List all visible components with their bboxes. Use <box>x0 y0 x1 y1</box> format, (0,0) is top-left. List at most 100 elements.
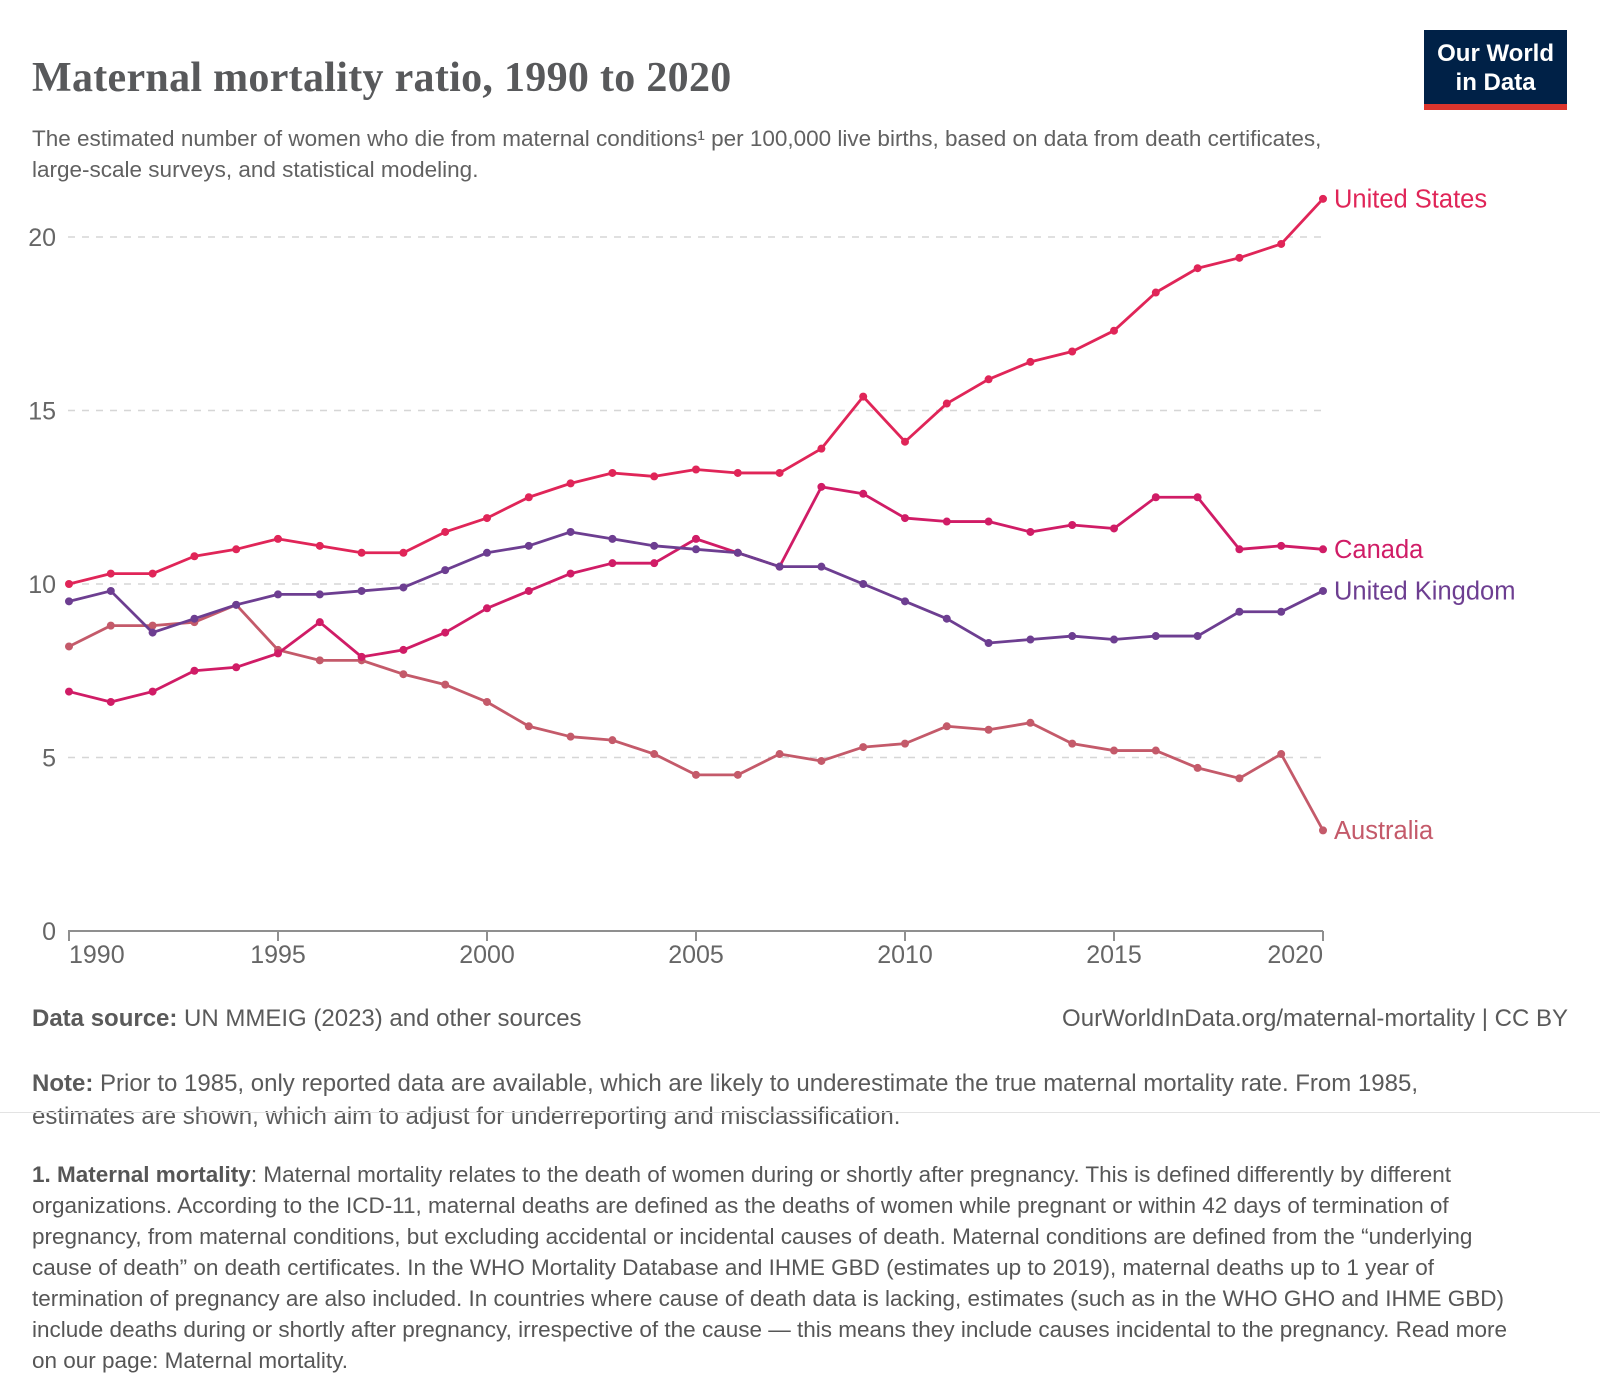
line-united-states[interactable] <box>68 197 1325 586</box>
attribution-link[interactable]: OurWorldInData.org/maternal-mortality | … <box>1062 1005 1568 1032</box>
point-canada-2013 <box>1026 527 1035 536</box>
point-united-states-2000 <box>483 514 491 523</box>
point-united-states-1995 <box>274 534 282 543</box>
line-canada[interactable] <box>68 485 1324 704</box>
point-united-kingdom-1991 <box>106 586 115 595</box>
point-canada-1994 <box>232 663 241 672</box>
point-australia-2008 <box>817 756 826 765</box>
point-australia-2014 <box>1068 739 1077 748</box>
series-label-united-states[interactable]: United States <box>1334 185 1487 213</box>
point-canada-2020 <box>1319 545 1327 554</box>
point-united-states-2008 <box>817 444 826 453</box>
point-united-states-1990 <box>65 580 73 588</box>
point-united-states-1993 <box>190 552 199 561</box>
data-source: Data source: UN MMEIG (2023) and other s… <box>32 1005 582 1033</box>
y-tick-label-20: 20 <box>28 224 56 252</box>
footer-divider <box>0 1112 1600 1113</box>
footer-note: Note: Prior to 1985, only reported data … <box>32 1067 1504 1133</box>
point-canada-2010 <box>901 514 909 523</box>
series-label-united-kingdom[interactable]: United Kingdom <box>1334 577 1515 605</box>
y-tick-label-0: 0 <box>42 918 56 946</box>
point-united-kingdom-2004 <box>650 541 659 550</box>
point-canada-2003 <box>608 559 617 568</box>
maternal-mortality-chart: 0 5 10 15 20 1990 1995 2000 2005 2010 2015 2020 Aust… <box>28 185 1515 969</box>
point-australia-1992 <box>148 621 157 630</box>
point-canada-2005 <box>692 534 700 543</box>
point-united-states-2020 <box>1319 194 1327 203</box>
x-tick-label-2020: 2020 <box>1267 941 1323 969</box>
point-united-states-1994 <box>232 545 241 554</box>
point-united-states-1999 <box>441 527 450 536</box>
point-united-states-2017 <box>1193 264 1202 273</box>
point-united-states-2015 <box>1110 326 1118 335</box>
point-united-kingdom-2014 <box>1068 632 1077 641</box>
point-united-states-2002 <box>566 479 575 488</box>
point-united-kingdom-1996 <box>315 590 324 599</box>
x-tick-label-1990: 1990 <box>69 941 125 969</box>
point-canada-2002 <box>566 569 575 578</box>
point-australia-2005 <box>692 770 700 779</box>
point-australia-2011 <box>942 722 951 731</box>
note-label: Note: <box>32 1070 94 1097</box>
point-canada-2011 <box>942 517 951 526</box>
point-united-states-2003 <box>608 468 617 477</box>
point-united-kingdom-1994 <box>232 600 241 609</box>
point-united-kingdom-2017 <box>1193 632 1202 641</box>
x-tick-label-2010: 2010 <box>877 941 933 969</box>
point-australia-2018 <box>1235 774 1244 783</box>
x-tick-label-2005: 2005 <box>668 941 724 969</box>
x-tick-label-2015: 2015 <box>1086 941 1142 969</box>
point-canada-2018 <box>1235 545 1244 554</box>
data-source-label: Data source: <box>32 1005 178 1032</box>
point-united-states-2013 <box>1026 357 1035 366</box>
point-canada-2016 <box>1151 493 1160 502</box>
point-australia-2013 <box>1026 718 1035 727</box>
point-canada-1993 <box>190 666 199 675</box>
series-label-australia[interactable]: Australia <box>1334 817 1434 845</box>
x-tick-label-2000: 2000 <box>459 941 515 969</box>
point-canada-1991 <box>106 697 115 706</box>
point-united-kingdom-2003 <box>608 534 617 543</box>
owid-logo[interactable]: Our World in Data <box>1424 30 1567 110</box>
point-united-kingdom-2007 <box>775 562 784 571</box>
point-united-states-2018 <box>1235 253 1244 262</box>
point-canada-1992 <box>148 687 157 696</box>
point-united-states-1998 <box>399 548 408 557</box>
point-united-kingdom-2018 <box>1235 607 1244 616</box>
chart-subtitle: The estimated number of women who die fr… <box>32 125 1322 183</box>
point-australia-2012 <box>984 725 993 734</box>
point-canada-2012 <box>984 517 993 526</box>
point-united-kingdom-1997 <box>357 586 366 595</box>
x-tick-label-1995: 1995 <box>250 941 306 969</box>
point-united-kingdom-2020 <box>1319 586 1327 595</box>
point-australia-2015 <box>1110 746 1118 755</box>
point-canada-1996 <box>315 618 324 627</box>
series-label-canada[interactable]: Canada <box>1334 536 1424 564</box>
y-tick-label-5: 5 <box>42 745 56 773</box>
point-australia-1996 <box>315 656 324 665</box>
point-australia-2017 <box>1193 763 1202 772</box>
point-united-kingdom-2005 <box>692 545 700 554</box>
footnote-label: 1. Maternal mortality <box>32 1161 251 1187</box>
point-united-kingdom-2019 <box>1277 607 1286 616</box>
point-united-kingdom-2012 <box>984 638 993 647</box>
footnote-maternal-mortality: 1. Maternal mortality: Maternal mortalit… <box>32 1159 1520 1376</box>
point-united-kingdom-1999 <box>441 566 450 575</box>
point-australia-2009 <box>859 743 868 752</box>
point-united-states-2006 <box>733 468 742 477</box>
point-australia-2002 <box>566 732 575 741</box>
point-canada-2008 <box>817 482 826 491</box>
point-canada-2004 <box>650 559 659 568</box>
point-united-kingdom-2001 <box>524 541 533 550</box>
point-united-kingdom-1993 <box>190 614 199 623</box>
point-canada-2015 <box>1110 524 1118 533</box>
point-united-states-1997 <box>357 548 366 557</box>
point-australia-2007 <box>775 750 784 759</box>
point-canada-2009 <box>859 489 868 498</box>
point-united-states-2011 <box>942 399 951 408</box>
point-canada-2000 <box>483 604 491 613</box>
footnote-text: : Maternal mortality relates to the deat… <box>32 1161 1507 1373</box>
point-united-states-1991 <box>106 569 115 578</box>
point-united-kingdom-2016 <box>1151 632 1160 641</box>
point-australia-1990 <box>65 642 73 651</box>
